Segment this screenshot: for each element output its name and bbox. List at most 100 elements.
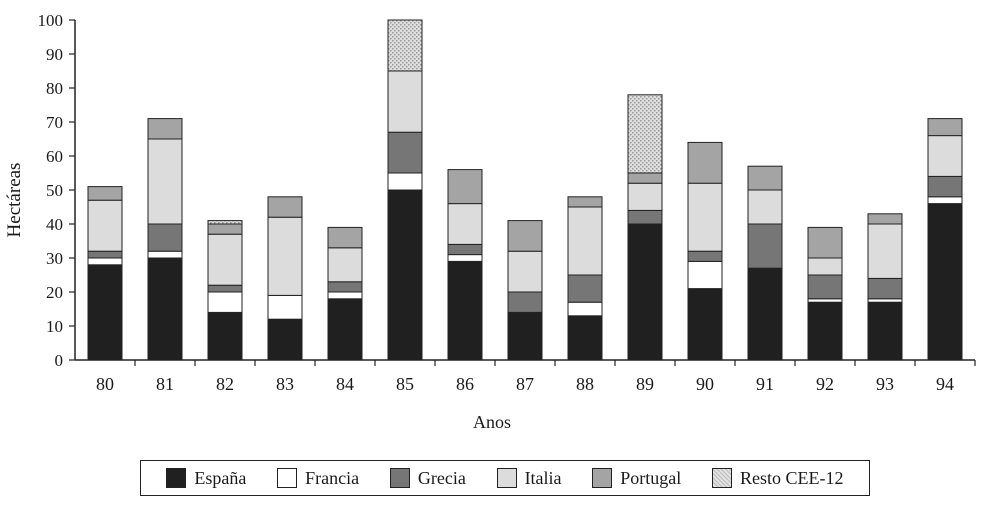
- legend-item-portugal: Portugal: [592, 468, 681, 489]
- legend-item-espana: España: [166, 468, 246, 489]
- y-tick-label: 10: [46, 317, 63, 336]
- bar-segment: [507, 311, 543, 361]
- bar-segment: [747, 189, 783, 225]
- bar-segment: [267, 216, 303, 296]
- legend-swatch-grecia: [389, 468, 410, 488]
- bar-segment: [447, 260, 483, 361]
- bar-segment: [867, 223, 903, 279]
- bar-segment: [687, 260, 723, 290]
- x-tick-label: 90: [696, 374, 714, 394]
- x-tick-label: 89: [636, 374, 654, 394]
- bar-segment: [87, 264, 123, 361]
- y-tick-label: 90: [46, 45, 63, 64]
- x-axis-title: Anos: [473, 412, 511, 432]
- y-axis-title: Hectáreas: [4, 163, 25, 238]
- legend-label-resto-cee-12: Resto CEE-12: [740, 467, 844, 488]
- bar-stack-89: [627, 94, 663, 361]
- legend-label-portugal: Portugal: [620, 467, 682, 488]
- bar-segment: [867, 301, 903, 361]
- bar-segment: [207, 220, 243, 225]
- legend-item-italia: Italia: [496, 467, 562, 489]
- bar-segment: [207, 233, 243, 286]
- bars-group: [87, 19, 963, 361]
- legend-swatch-resto-cee-12: [712, 468, 733, 488]
- bar-segment: [867, 277, 903, 300]
- bar-segment: [87, 186, 123, 201]
- x-tick-label: 84: [336, 374, 354, 394]
- legend-item-grecia: Grecia: [389, 467, 466, 489]
- x-tick-label: 87: [516, 374, 534, 394]
- y-tick-label: 100: [38, 11, 64, 30]
- bar-segment: [687, 288, 723, 361]
- bar-segment: [747, 165, 783, 191]
- x-tick-label: 85: [396, 374, 414, 394]
- bar-segment: [147, 138, 183, 225]
- bar-segment: [567, 274, 603, 303]
- bar-segment: [807, 298, 843, 303]
- bar-segment: [627, 223, 663, 361]
- bar-segment: [387, 131, 423, 174]
- bar-segment: [807, 257, 843, 276]
- x-tick-label: 94: [936, 374, 954, 394]
- bar-segment: [687, 182, 723, 252]
- legend-item-francia: Francia: [277, 468, 359, 489]
- bar-stack-88: [567, 196, 603, 361]
- bar-segment: [387, 70, 423, 133]
- bar-stack-92: [807, 226, 843, 361]
- x-tick-label: 86: [456, 374, 474, 394]
- bar-stack-84: [327, 226, 363, 361]
- bar-segment: [627, 209, 663, 225]
- bar-segment: [507, 250, 543, 293]
- x-tick-label: 93: [876, 374, 894, 394]
- bar-segment: [207, 311, 243, 361]
- x-tick-label: 91: [756, 374, 774, 394]
- bar-segment: [807, 274, 843, 300]
- bar-stack-85: [387, 19, 423, 361]
- bar-segment: [447, 203, 483, 245]
- bar-segment: [687, 141, 723, 184]
- x-tick-label: 92: [816, 374, 834, 394]
- bar-segment: [627, 182, 663, 211]
- bar-segment: [687, 250, 723, 262]
- bar-segment: [867, 213, 903, 225]
- bar-segment: [207, 223, 243, 235]
- legend: España Francia Grecia Italia Portugal Re…: [140, 460, 870, 496]
- y-tick-label: 30: [46, 249, 63, 268]
- bar-segment: [147, 223, 183, 252]
- x-tick-label: 82: [216, 374, 234, 394]
- bar-segment: [927, 135, 963, 177]
- legend-swatch-francia: [277, 468, 298, 488]
- bar-segment: [87, 199, 123, 252]
- y-tick-label: 0: [55, 351, 64, 370]
- bar-segment: [327, 247, 363, 283]
- legend-label-italia: Italia: [524, 467, 562, 488]
- bar-stack-94: [927, 118, 963, 361]
- legend-label-grecia: Grecia: [417, 467, 466, 488]
- bar-stack-90: [687, 141, 723, 361]
- bar-segment: [927, 175, 963, 198]
- bar-segment: [747, 223, 783, 269]
- bar-segment: [927, 118, 963, 137]
- axis-labels: Hectáreas Anos: [4, 163, 511, 432]
- bar-segment: [507, 220, 543, 252]
- bar-segment: [447, 254, 483, 262]
- bar-segment: [447, 169, 483, 205]
- bar-segment: [567, 301, 603, 317]
- bar-segment: [627, 94, 663, 174]
- bar-stack-82: [207, 220, 243, 361]
- bar-segment: [447, 243, 483, 256]
- bar-segment: [147, 250, 183, 259]
- bar-segment: [327, 226, 363, 249]
- bar-stack-91: [747, 165, 783, 361]
- legend-item-resto-cee-12: Resto CEE-12: [712, 468, 844, 489]
- bar-stack-87: [507, 220, 543, 361]
- legend-label-francia: Francia: [305, 467, 360, 488]
- bar-segment: [927, 203, 963, 361]
- bar-segment: [807, 226, 843, 259]
- bar-segment: [267, 196, 303, 218]
- x-tick-label: 83: [276, 374, 294, 394]
- bar-segment: [387, 19, 423, 72]
- bar-segment: [327, 281, 363, 293]
- bar-segment: [387, 189, 423, 361]
